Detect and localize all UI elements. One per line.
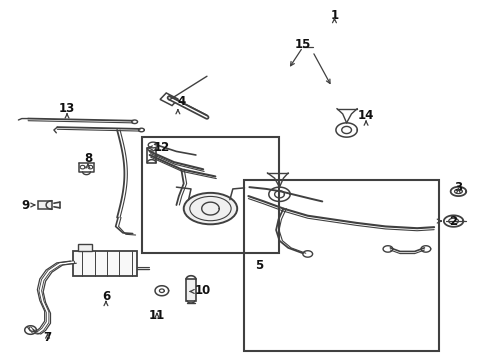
- Bar: [243, 180, 438, 351]
- Ellipse shape: [183, 193, 237, 224]
- Bar: [78, 244, 92, 251]
- Text: 15: 15: [294, 38, 310, 51]
- Text: 5: 5: [254, 259, 263, 272]
- Text: 1: 1: [330, 9, 338, 22]
- Bar: [160, 93, 178, 105]
- Text: 7: 7: [43, 331, 52, 344]
- Text: 8: 8: [83, 152, 92, 165]
- Text: 14: 14: [357, 109, 373, 122]
- Text: 11: 11: [148, 309, 165, 322]
- Bar: [73, 251, 136, 276]
- Text: 4: 4: [177, 95, 185, 108]
- Text: 10: 10: [195, 284, 211, 297]
- Text: 13: 13: [59, 102, 75, 115]
- Text: 6: 6: [102, 289, 110, 303]
- Text: 2: 2: [448, 215, 457, 228]
- Bar: [38, 201, 52, 209]
- Text: 9: 9: [21, 198, 30, 212]
- Text: 3: 3: [453, 181, 462, 194]
- Bar: [142, 137, 278, 253]
- Text: 12: 12: [153, 141, 170, 154]
- Bar: [186, 279, 196, 301]
